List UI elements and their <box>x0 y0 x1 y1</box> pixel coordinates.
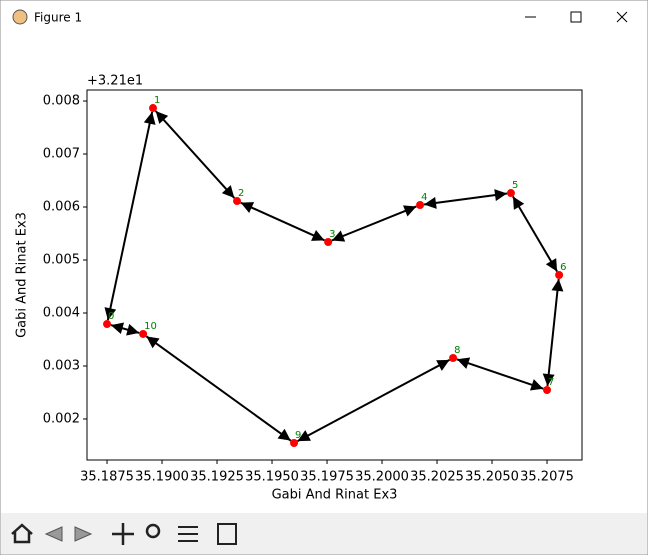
point-label: 9 <box>295 430 301 441</box>
maximize-button[interactable] <box>570 11 582 23</box>
y-tick-label: 0.007 <box>43 147 80 162</box>
y-offset-label: +3.21e1 <box>87 74 143 89</box>
x-tick-label: 35.2000 <box>355 470 409 485</box>
y-tick-label: 0.008 <box>43 94 80 109</box>
window-title: Figure 1 <box>34 11 82 25</box>
point <box>555 271 564 279</box>
arrow <box>154 110 236 199</box>
x-tick-label: 35.2050 <box>465 470 519 485</box>
x-tick-label: 35.1925 <box>190 470 244 485</box>
back-button[interactable] <box>44 526 63 542</box>
point-label: 10 <box>144 321 157 332</box>
y-tick-label: 0.005 <box>43 253 80 268</box>
y-tick-label: 0.004 <box>43 305 80 320</box>
point <box>324 237 333 246</box>
point <box>290 438 299 447</box>
point-label: 0 <box>108 311 114 322</box>
arrow <box>145 335 292 442</box>
point-label: 6 <box>560 262 566 273</box>
arrow <box>542 278 564 387</box>
point-label: 7 <box>548 377 554 388</box>
configure-button[interactable] <box>178 526 198 542</box>
close-button[interactable] <box>616 11 628 23</box>
arrow <box>512 195 558 273</box>
y-tick-label: 0.002 <box>43 411 80 426</box>
x-tick-label: 35.2025 <box>410 470 464 485</box>
arrow <box>110 322 140 336</box>
point-label: 4 <box>421 192 427 203</box>
point <box>233 197 242 206</box>
x-tick-label: 35.1975 <box>300 470 354 485</box>
app-icon <box>12 9 28 25</box>
y-tick-label: 0.003 <box>43 358 80 373</box>
toolbar-buttons <box>11 523 237 545</box>
home-button[interactable] <box>11 523 33 544</box>
point <box>103 320 112 329</box>
x-tick-label: 35.1900 <box>135 470 189 485</box>
point-label: 2 <box>238 188 244 199</box>
point <box>543 385 552 394</box>
plot: 0.002 0.003 0.004 0.005 0.006 0.007 0.008 35.18… <box>15 74 583 503</box>
arrow <box>297 358 451 442</box>
arrow <box>104 111 156 321</box>
y-tick-label: 0.006 <box>43 200 80 215</box>
x-tick-label: 35.1950 <box>245 470 299 485</box>
arrow <box>331 205 417 242</box>
point <box>449 353 458 362</box>
point-label: 3 <box>329 229 335 240</box>
arrow <box>456 357 544 391</box>
point <box>416 200 425 209</box>
point <box>506 189 515 198</box>
y-axis-label: Gabi And Rinat Ex3 <box>15 212 30 338</box>
arrow <box>240 201 325 242</box>
zoom-button[interactable] <box>145 523 161 539</box>
x-axis-label: Gabi And Rinat Ex3 <box>272 488 398 503</box>
pan-button[interactable] <box>112 523 134 545</box>
point-label: 8 <box>454 345 460 356</box>
point <box>149 104 157 113</box>
point <box>139 329 148 338</box>
point-label: 1 <box>154 95 160 106</box>
x-tick-label: 35.2075 <box>520 470 574 485</box>
toolbar <box>1 513 647 554</box>
title-bar <box>1 1 647 34</box>
save-button[interactable] <box>217 523 237 545</box>
x-tick-label: 35.1875 <box>80 470 134 485</box>
axes-frame <box>86 89 583 461</box>
forward-button[interactable] <box>74 526 93 542</box>
arrow <box>423 189 508 209</box>
point-label: 5 <box>512 180 518 191</box>
